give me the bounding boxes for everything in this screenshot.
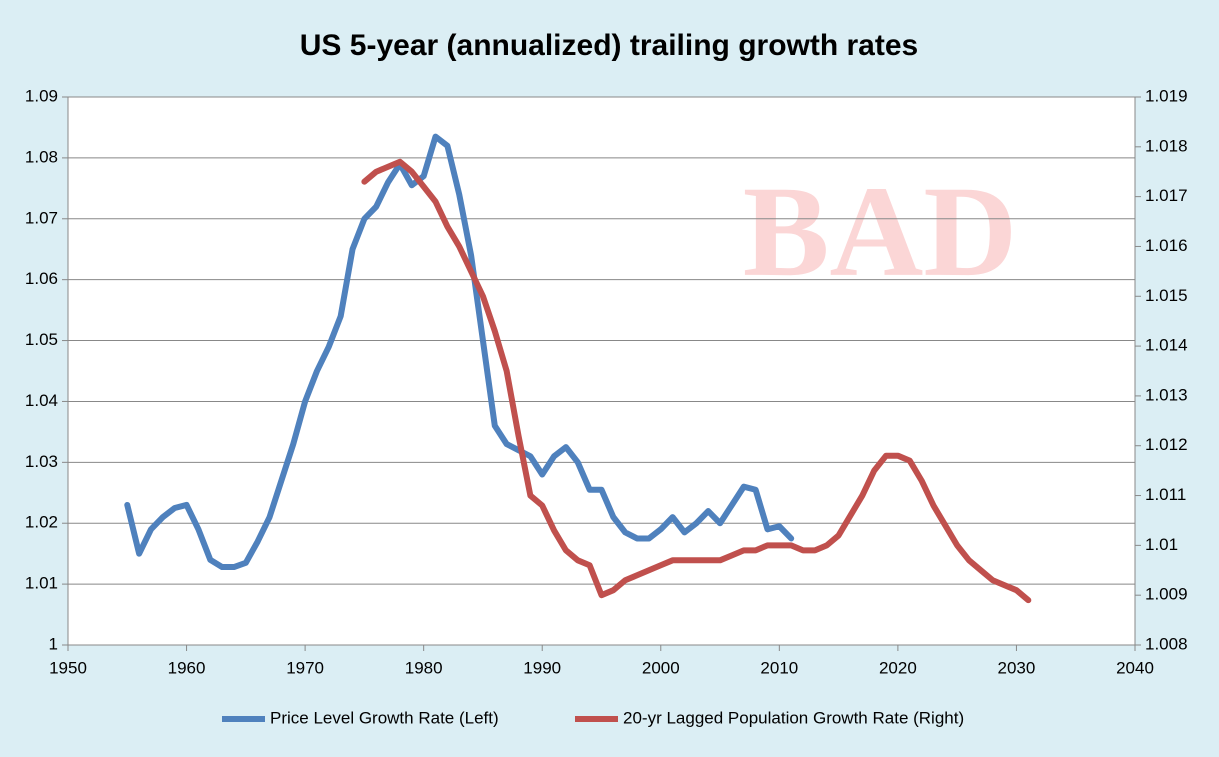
y-tick-label: 1.03 [25, 452, 58, 471]
annotation: BAD [743, 160, 1017, 304]
y-tick-label: 1.01 [25, 574, 58, 593]
y-tick-label: 1 [49, 634, 58, 653]
y-tick-label: 1.07 [25, 208, 58, 227]
y2-tick-label: 1.015 [1145, 286, 1188, 305]
y2-tick-label: 1.009 [1145, 585, 1188, 604]
x-tick-label: 1960 [168, 658, 206, 677]
y2-tick-label: 1.017 [1145, 186, 1188, 205]
y2-tick-label: 1.012 [1145, 435, 1188, 454]
x-tick-label: 2020 [879, 658, 917, 677]
axes: 1 1.01 1.02 1.03 1.04 1.05 1.06 1.07 1.08 1.09 1.0… [25, 86, 1188, 677]
x-tick-label: 2040 [1116, 658, 1154, 677]
y2-tick-label: 1.01 [1145, 535, 1178, 554]
y-tick-label: 1.02 [25, 513, 58, 532]
y2-tick-label: 1.008 [1145, 634, 1188, 653]
x-tick-label: 2030 [998, 658, 1036, 677]
y2-tick-label: 1.011 [1145, 485, 1186, 504]
x-tick-label: 2010 [760, 658, 798, 677]
x-tick-label: 1950 [49, 658, 87, 677]
y-tick-label: 1.09 [25, 86, 58, 105]
legend-label: Price Level Growth Rate (Left) [270, 708, 499, 727]
chart-title: US 5-year (annualized) trailing growth r… [300, 29, 918, 62]
x-tick-label: 1990 [523, 658, 561, 677]
y2-tick-label: 1.018 [1145, 136, 1188, 155]
lines [124, 133, 1032, 604]
series-line [361, 158, 1032, 604]
x-tick-label: 1980 [405, 658, 443, 677]
y-tick-label: 1.05 [25, 330, 58, 349]
grid [68, 96, 1135, 646]
x-tick-label: 2000 [642, 658, 680, 677]
y-tick-label: 1.06 [25, 269, 58, 288]
y2-tick-label: 1.016 [1145, 236, 1188, 255]
y-tick-label: 1.04 [25, 391, 58, 410]
series-line [124, 133, 795, 571]
y2-tick-label: 1.014 [1145, 336, 1188, 355]
plot-area [68, 97, 1135, 645]
y-tick-label: 1.08 [25, 147, 58, 166]
legend-label: 20-yr Lagged Population Growth Rate (Rig… [623, 708, 964, 727]
y2-tick-label: 1.013 [1145, 385, 1188, 404]
x-tick-label: 1970 [286, 658, 324, 677]
y2-tick-label: 1.019 [1145, 86, 1188, 105]
